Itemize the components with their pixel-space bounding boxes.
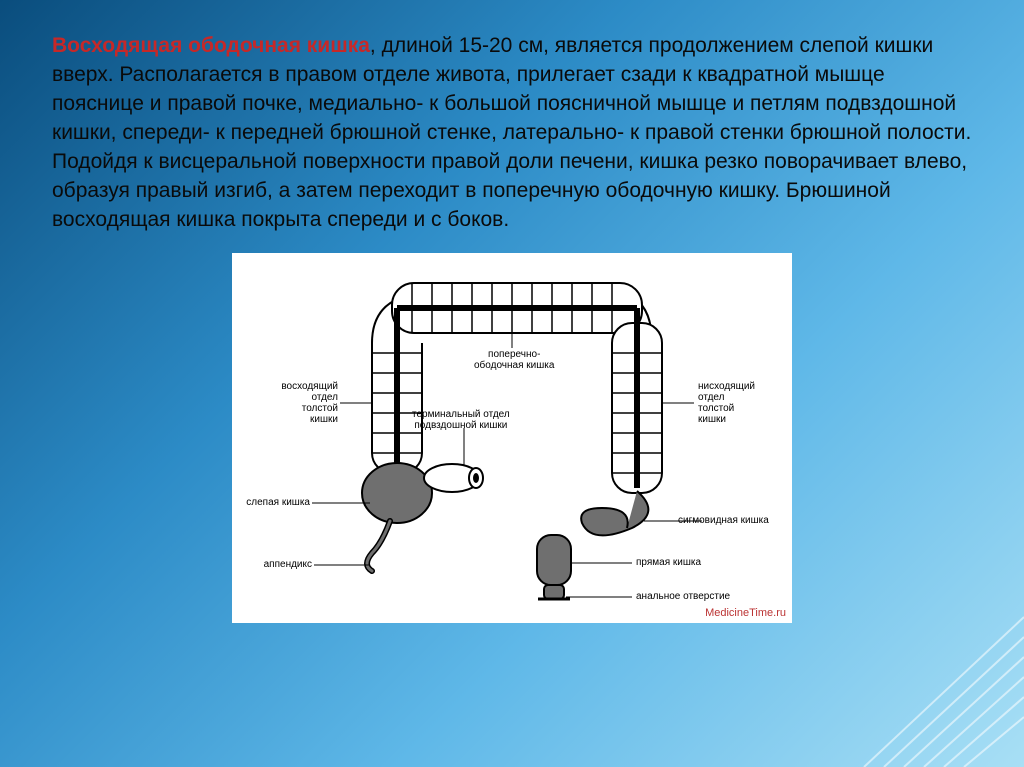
label-terminal-ileum: терминальный отделподвздошной кишки — [412, 409, 510, 431]
colon-svg — [232, 253, 792, 623]
label-descending: нисходящийотделтолстойкишки — [698, 381, 755, 425]
label-sigmoid: сигмовидная кишка — [678, 515, 769, 526]
body-text: , длиной 15-20 см, является продолжением… — [52, 34, 971, 231]
label-transverse: поперечно-ободочная кишка — [474, 349, 554, 371]
title-text: Восходящая ободочная кишка — [52, 34, 370, 57]
label-ascending: восходящийотделтолстойкишки — [260, 381, 338, 425]
watermark: MedicineTime.ru — [705, 607, 786, 619]
label-appendix: аппендикс — [254, 559, 312, 570]
colon-diagram: поперечно-ободочная кишка восходящийотде… — [232, 253, 792, 623]
slide: Восходящая ободочная кишка, длиной 15-20… — [0, 0, 1024, 767]
main-paragraph: Восходящая ободочная кишка, длиной 15-20… — [52, 32, 972, 235]
label-rectum: прямая кишка — [636, 557, 701, 568]
figure-container: поперечно-ободочная кишка восходящийотде… — [52, 253, 972, 623]
label-cecum: слепая кишка — [242, 497, 310, 508]
label-anus: анальное отверстие — [636, 591, 730, 602]
